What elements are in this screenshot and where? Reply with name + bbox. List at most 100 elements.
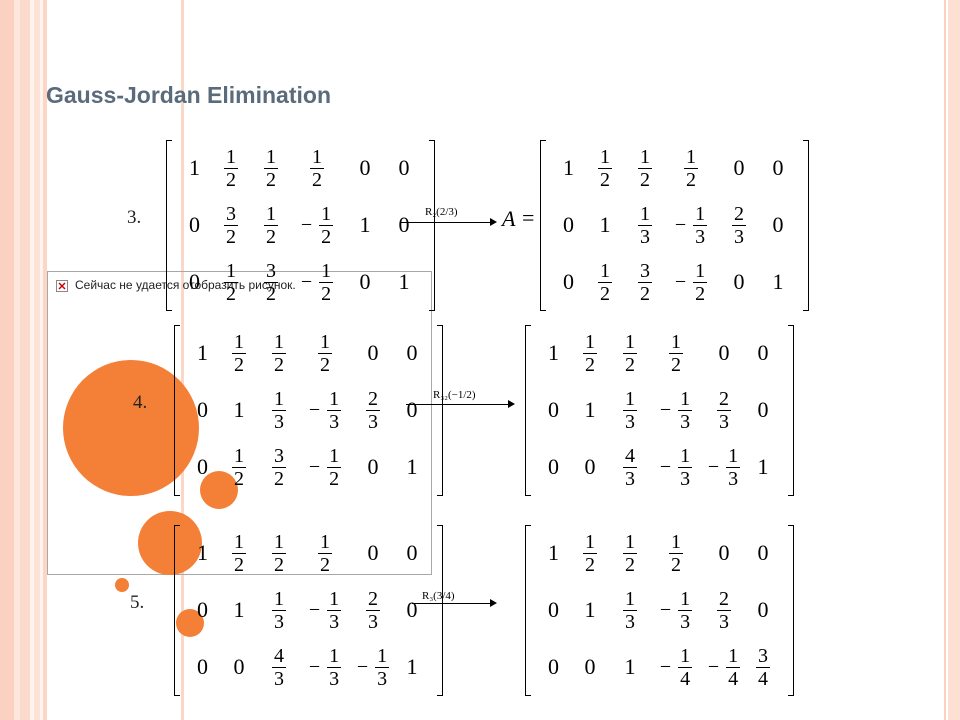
matrix-entry: 0 <box>563 269 574 294</box>
medium-circle-decoration <box>200 471 238 509</box>
matrix-entry: −1 2 <box>674 259 708 305</box>
result-matrix-name: A <box>502 206 516 231</box>
center-stripe-line <box>181 0 184 720</box>
row-label-3: 3. <box>127 207 142 228</box>
matrix-entry: 0 <box>757 340 769 365</box>
matrix-entry: 0 <box>718 340 730 365</box>
matrix-entry: 0 <box>718 540 730 565</box>
matrix-entry: 0 <box>197 454 208 479</box>
matrix-entry: −1 3 <box>674 202 708 248</box>
matrix-entry: 0 <box>189 269 200 294</box>
matrix-entry: −1 3 <box>659 387 693 433</box>
placeholder-text: Сейчас не удается отобразить рисунок. <box>75 278 296 292</box>
matrix-entry: 0 <box>772 212 784 237</box>
matrix-entry: −1 2 <box>300 202 334 248</box>
image-placeholder: Сейчас не удается отобразить рисунок. <box>47 271 432 575</box>
matrix-entry: 0 <box>548 397 559 422</box>
matrix-entry: 0 <box>367 340 379 365</box>
matrix-right-bracket <box>437 325 443 496</box>
matrix-entry: 0 <box>772 155 784 180</box>
matrix-entry: 0 <box>197 597 208 622</box>
matrix-entry: 1 <box>189 155 200 180</box>
matrix-entry: 0 <box>406 540 418 565</box>
row-op-label-3: R₂(2/3) <box>425 206 458 218</box>
matrix-entry: 0 <box>406 597 418 622</box>
matrix-entry: 0 <box>757 397 769 422</box>
matrix-right-bracket <box>788 325 794 496</box>
matrix-entry: −1 3 <box>659 587 693 633</box>
matrix-entry: 0 <box>733 155 745 180</box>
matrix-entry: −1 3 <box>308 644 342 690</box>
matrix-entry: 0 <box>548 654 559 679</box>
matrix-right-bracket <box>803 140 809 311</box>
matrix-left-bracket <box>174 525 180 696</box>
matrix-left-bracket <box>174 325 180 496</box>
medium-circle-decoration-2 <box>138 511 202 575</box>
matrix-entry: 1 <box>584 397 596 422</box>
matrix-entry: 0 <box>197 397 208 422</box>
matrix-entry: 0 <box>189 212 200 237</box>
matrix-entry: 1 <box>233 597 245 622</box>
matrix-left-bracket <box>525 325 531 496</box>
matrix-entry: 0 <box>757 597 769 622</box>
matrix-entry: 1 <box>757 454 769 479</box>
matrix-entry: 0 <box>359 155 371 180</box>
matrix-entry: 0 <box>584 654 596 679</box>
matrix-entry: 1 <box>406 454 418 479</box>
matrix-entry: 0 <box>367 540 379 565</box>
matrix-entry: 0 <box>757 540 769 565</box>
matrix-entry: 0 <box>398 155 410 180</box>
matrix-entry: 1 <box>197 540 208 565</box>
matrix-entry: −1 4 <box>659 644 693 690</box>
matrix-entry: 1 <box>599 212 611 237</box>
matrix-entry: 0 <box>548 597 559 622</box>
matrix-right-bracket <box>788 525 794 696</box>
matrix-entry: −1 3 <box>659 444 693 490</box>
matrix-right-bracket <box>437 525 443 696</box>
matrix-entry: −1 3 <box>356 644 390 690</box>
matrix-left-bracket <box>525 525 531 696</box>
matrix-entry: 1 <box>772 269 784 294</box>
broken-image-icon <box>56 280 68 292</box>
matrix-entry: −1 3 <box>707 444 741 490</box>
row-label-5: 5. <box>130 592 145 613</box>
row-op-label-5: R₃(3/4) <box>422 590 455 602</box>
matrix-entry: 0 <box>233 654 245 679</box>
matrix-left-bracket <box>166 140 172 311</box>
result-equals: = <box>522 205 535 230</box>
matrix-entry: 0 <box>406 340 418 365</box>
row-op-label-4: R₃₂(−1/2) <box>433 389 476 401</box>
matrix-entry: 1 <box>359 212 371 237</box>
matrix-entry: 1 <box>233 397 245 422</box>
small-circle-decoration <box>115 578 129 592</box>
matrix-entry: 0 <box>367 454 379 479</box>
matrix-entry: 0 <box>733 269 745 294</box>
matrix-entry: 0 <box>563 212 574 237</box>
matrix-entry: 1 <box>563 155 574 180</box>
